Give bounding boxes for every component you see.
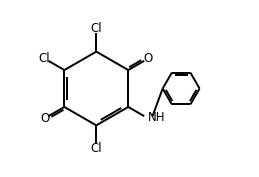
Text: Cl: Cl <box>39 52 50 65</box>
Text: O: O <box>40 112 49 125</box>
Text: O: O <box>143 52 152 65</box>
Text: Cl: Cl <box>90 142 102 155</box>
Text: NH: NH <box>148 111 165 124</box>
Text: Cl: Cl <box>90 22 102 35</box>
